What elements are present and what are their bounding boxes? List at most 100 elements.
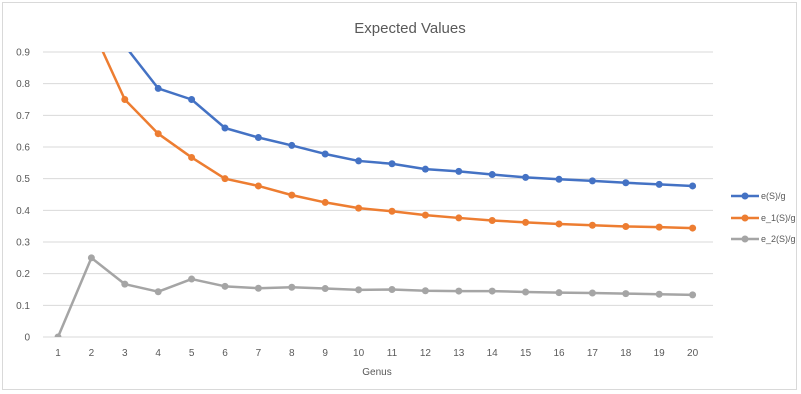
x-tick-label: 15 [520,348,532,359]
data-point [121,96,129,103]
data-point [488,287,496,295]
x-tick-label: 17 [587,348,599,359]
data-point [522,288,530,296]
data-point [188,153,196,161]
data-point [622,222,630,230]
y-tick-label: 0.2 [16,269,30,280]
data-point [221,124,229,132]
series-0 [121,42,697,190]
x-tick-label: 2 [89,348,95,359]
data-point [188,275,196,283]
x-tick-label: 7 [256,348,262,359]
x-tick-label: 20 [687,348,699,359]
series-line [56,256,693,337]
y-tick-label: 0.7 [16,111,30,122]
chart-title: Expected Values [354,20,465,37]
data-point [555,220,563,228]
data-point [321,285,329,293]
data-point [689,224,697,232]
data-point [421,211,429,219]
x-axis-label: Genus [362,367,391,378]
y-tick-label: 0.5 [16,174,30,185]
data-point [87,254,95,262]
x-tick-label: 16 [553,348,565,359]
y-tick-label: 0.9 [16,48,30,59]
data-point [355,204,363,212]
data-point [288,191,296,199]
series-layer [54,23,697,337]
y-tick-label: 0.1 [16,301,30,312]
data-point [455,287,463,295]
series-line [101,52,693,230]
legend-swatch-marker [741,214,749,222]
legend-entry: e_2(S)/g [731,234,796,244]
data-point [88,23,95,30]
data-point [121,280,129,288]
data-point [655,180,663,188]
data-point [588,221,596,229]
data-point [221,175,229,183]
data-point [254,182,262,190]
data-point [54,333,62,337]
data-point [355,157,363,165]
data-point [254,134,262,141]
data-point [555,175,563,183]
legend-swatch-marker [741,192,749,200]
data-point [655,223,663,231]
data-point [421,165,429,173]
x-tick-label: 1 [55,348,61,359]
data-point [421,287,429,295]
data-point [321,150,329,158]
x-tick-label: 9 [322,348,328,359]
data-point [288,283,296,291]
data-point [321,198,329,206]
x-axis-ticks: 1 2 3 4 5 6 7 8 9 10 11 12 13 14 15 16 17 18 19 20 [55,348,698,359]
data-point [455,167,463,175]
x-tick-label: 8 [289,348,295,359]
data-point [154,130,162,138]
data-point [655,290,663,298]
data-point [588,177,596,185]
legend: e(S)/g e_1(S)/g e_2(S)/g [731,191,796,244]
data-point [488,171,496,179]
y-tick-label: 0.4 [16,206,30,217]
chart-frame [2,2,797,390]
data-point [555,289,563,297]
x-tick-label: 14 [487,348,499,359]
y-axis-ticks: 0 0.1 0.2 0.3 0.4 0.5 0.6 0.7 0.8 0.9 [16,48,30,344]
x-tick-label: 19 [654,348,666,359]
legend-label: e_1(S)/g [761,213,796,223]
data-point [154,84,162,92]
data-point [522,218,530,226]
legend-entry: e(S)/g [731,191,786,201]
data-point [288,141,296,149]
data-point [388,160,396,168]
x-tick-label: 13 [453,348,465,359]
x-tick-label: 5 [189,348,195,359]
legend-label: e(S)/g [761,191,786,201]
series-2 [54,254,697,337]
y-tick-label: 0.3 [16,238,30,249]
legend-label: e_2(S)/g [761,234,796,244]
series-1 [88,23,697,232]
data-point [121,42,128,49]
data-point [154,288,162,296]
data-point [522,173,530,181]
data-point [622,179,630,187]
data-point [689,291,697,299]
x-tick-label: 12 [420,348,432,359]
data-point [622,290,630,298]
data-point [455,214,463,222]
series-line [128,52,693,188]
data-point [355,286,363,294]
x-tick-label: 10 [353,348,365,359]
x-tick-label: 11 [387,348,398,359]
data-point [188,96,196,103]
data-point [388,207,396,215]
y-tick-label: 0.6 [16,143,30,154]
x-tick-label: 18 [620,348,632,359]
data-point [488,216,496,224]
data-point [588,289,596,297]
data-point [388,286,396,293]
legend-entry: e_1(S)/g [731,213,796,223]
